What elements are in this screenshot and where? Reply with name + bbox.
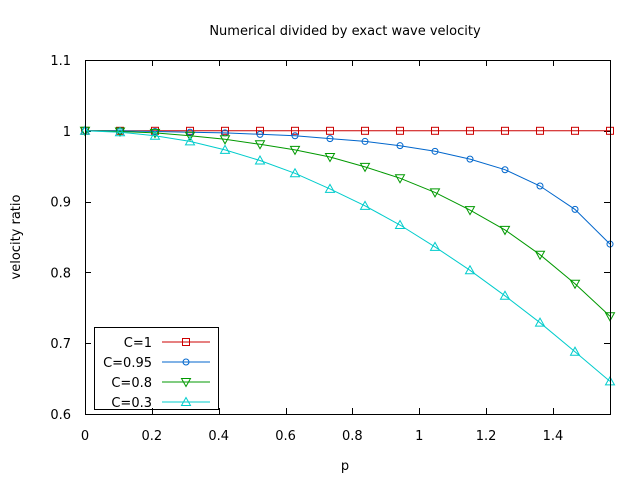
legend-box [94,327,219,410]
series-line [85,130,611,245]
series-line [84,130,611,317]
data-point [396,142,404,150]
x-tick-label: 1.4 [543,429,564,444]
y-tick-label: 0.8 [50,266,71,281]
plot-series [79,125,616,386]
data-point [394,174,406,184]
x-tick-label: 0.8 [342,429,363,444]
data-point [569,279,581,290]
data-point [500,126,509,135]
y-tick-label: 0.9 [50,196,71,211]
data-point [571,126,580,135]
data-point [184,135,196,146]
series-C=0.8 [79,126,616,322]
x-tick-label: 1.2 [476,429,497,444]
data-point [534,250,546,261]
plot-frame [85,60,611,415]
axis-ticks: 0 0.2 0.4 0.6 0.8 1 1.2 1.4 0.6 0.7 0.8 0.9 1 1.1 [50,54,610,444]
data-point [256,130,264,138]
y-tick-label: 0.6 [50,408,71,423]
data-point [324,183,336,193]
data-point [359,200,371,210]
data-point [359,162,371,173]
series-line [84,130,611,382]
x-tick-label: 0.6 [275,429,296,444]
data-point [429,241,441,251]
data-point [431,147,439,155]
data-point [219,144,231,154]
x-tick-label: 0.2 [142,429,163,444]
data-point [326,135,334,143]
x-axis-label: p [341,459,349,474]
legend-label: C=0.95 [103,356,152,371]
data-point [325,126,334,135]
y-axis-label: velocity ratio [9,195,24,280]
legend-label: C=1 [124,336,152,351]
data-point [290,126,299,135]
legend: C=1 C=0.95 C=0.8 C=0.3 [94,327,219,411]
data-point [219,135,231,145]
legend-marker [182,358,190,366]
legend-label: C=0.3 [111,396,152,411]
data-point [429,188,441,198]
data-point [361,137,369,145]
legend-marker [180,378,192,388]
data-point [394,219,406,229]
x-tick-label: 0 [81,429,89,444]
data-point [501,166,509,174]
data-point [536,182,544,190]
data-point [464,206,476,216]
data-point [184,131,196,142]
data-point [431,126,439,135]
series-C=0.3 [79,125,616,386]
data-point [499,225,511,236]
data-point [361,126,370,135]
x-tick-label: 0.4 [208,429,229,444]
legend-label: C=0.8 [111,376,152,391]
data-point [149,128,161,139]
x-tick-label: 1 [415,429,423,444]
series-C=0.95 [81,127,614,248]
data-point [114,126,126,137]
data-point [221,126,230,135]
data-point [396,126,405,135]
legend-marker [180,396,192,406]
y-tick-label: 0.7 [50,337,71,352]
data-point [291,132,299,140]
data-point [464,264,476,275]
data-point [534,317,546,327]
data-point [289,167,301,178]
data-point [536,126,545,135]
data-point [289,145,301,156]
legend-marker [182,338,190,346]
data-point [149,130,161,140]
data-point [324,152,336,163]
data-point [465,126,474,135]
data-point [466,155,474,163]
chart-title: Numerical divided by exact wave velocity [209,24,481,39]
data-point [186,126,195,135]
data-point [571,205,579,213]
y-tick-label: 1 [63,125,71,140]
y-tick-label: 1.1 [50,54,71,69]
data-point [569,346,581,356]
data-point [499,290,511,300]
data-point [254,140,266,150]
data-point [254,155,266,165]
